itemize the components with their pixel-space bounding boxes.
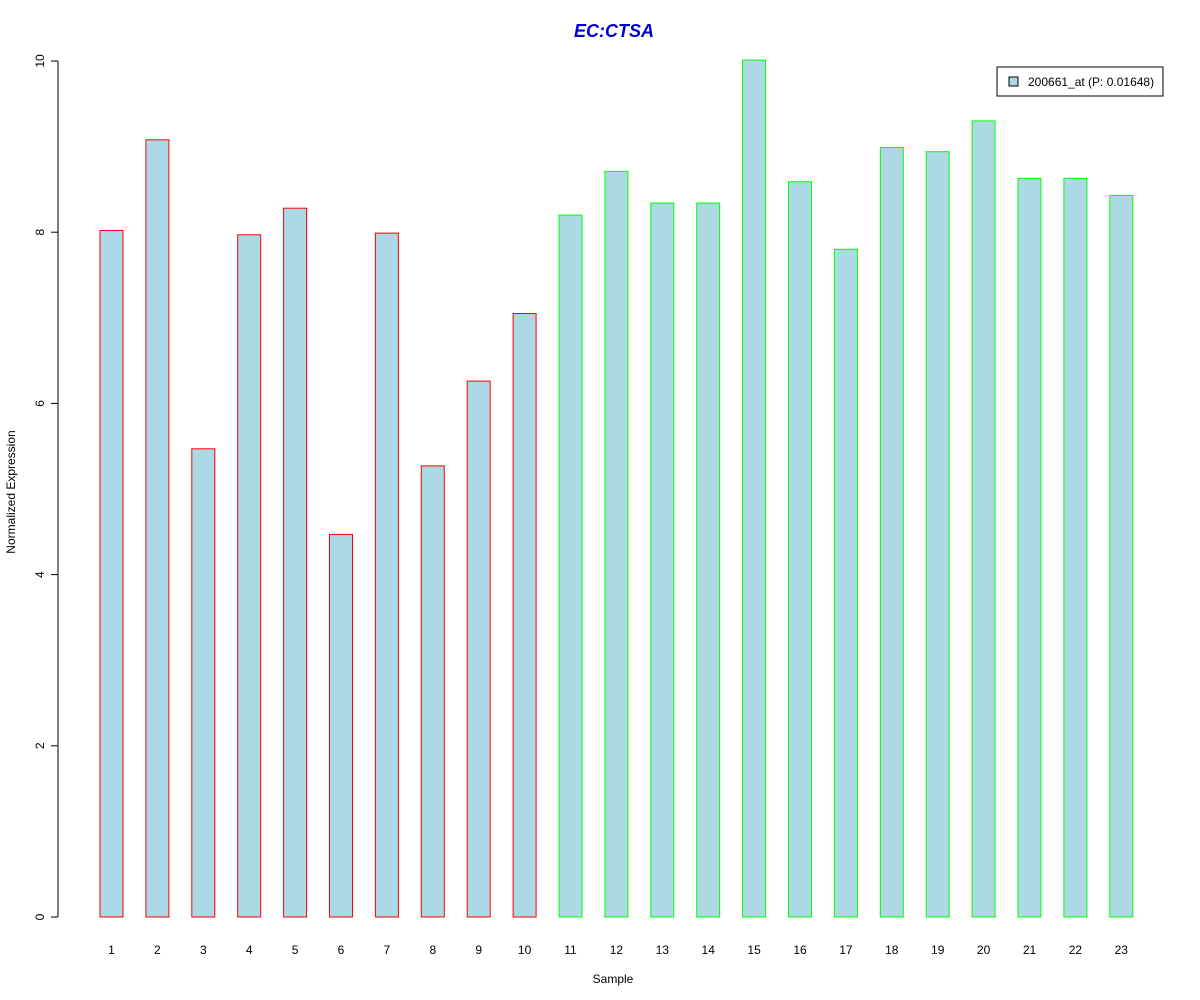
y-tick-label: 0 — [33, 913, 47, 920]
legend-box — [996, 66, 1164, 97]
bar-sample-23 — [1109, 194, 1134, 918]
x-axis-label: Sample — [593, 972, 634, 986]
x-tick-label: 9 — [475, 943, 482, 957]
x-tick-label: 16 — [793, 943, 807, 957]
bar-sample-16 — [788, 181, 812, 918]
x-tick-label: 3 — [200, 943, 207, 957]
x-tick-label: 13 — [656, 943, 670, 957]
y-tick-label: 6 — [33, 400, 47, 407]
bar-sample-9 — [466, 380, 491, 918]
x-tick-label: 6 — [338, 943, 345, 957]
bar-sample-6 — [329, 533, 353, 918]
x-tick-labels: 1 2 3 4 5 6 7 8 9 10 11 12 13 14 15 16 17 18 19 20 21 22 23 — [108, 943, 1128, 957]
bar-sample-3 — [191, 448, 216, 918]
y-tick-label: 8 — [33, 229, 47, 236]
x-tick-label: 5 — [292, 943, 299, 957]
y-tick-label: 4 — [33, 571, 47, 578]
x-tick-label: 23 — [1115, 943, 1129, 957]
x-tick-label: 19 — [931, 943, 945, 957]
bar-sample-10 — [512, 313, 537, 918]
bar-sample-22 — [1063, 177, 1088, 918]
bar-sample-20 — [971, 120, 996, 918]
x-tick-label: 4 — [246, 943, 253, 957]
bar-sample-5 — [283, 207, 308, 918]
bar-sample-14 — [696, 202, 721, 918]
x-tick-label: 20 — [977, 943, 991, 957]
bar-sample-21 — [1017, 177, 1042, 918]
x-tick-label: 22 — [1069, 943, 1083, 957]
x-tick-label: 11 — [564, 943, 577, 957]
x-tick-label: 21 — [1023, 943, 1037, 957]
bar-sample-8 — [420, 465, 445, 918]
legend-swatch — [1008, 76, 1019, 87]
y-tick-label: 10 — [33, 54, 47, 68]
chart-title: EC:CTSA — [574, 21, 654, 41]
bar-sample-4 — [237, 234, 262, 918]
bar-sample-12 — [604, 170, 629, 918]
x-tick-label: 10 — [518, 943, 532, 957]
bar-sample-18 — [879, 147, 904, 918]
y-axis: 0 2 4 6 8 10 — [33, 54, 59, 920]
bar-sample-17 — [833, 248, 858, 918]
x-tick-label: 17 — [839, 943, 853, 957]
bar-sample-11 — [558, 214, 583, 918]
x-tick-label: 15 — [747, 943, 761, 957]
x-tick-label: 18 — [885, 943, 899, 957]
x-tick-label: 7 — [384, 943, 391, 957]
x-tick-label: 14 — [702, 943, 716, 957]
x-tick-label: 12 — [610, 943, 624, 957]
bars — [99, 59, 1134, 918]
bar-sample-15 — [742, 59, 767, 918]
x-tick-label: 2 — [154, 943, 161, 957]
bar-sample-13 — [650, 202, 675, 918]
bar-sample-1 — [99, 230, 124, 918]
y-axis-label: Normalized Expression — [4, 430, 18, 553]
x-tick-label: 1 — [108, 943, 115, 957]
legend: 200661_at (P: 0.01648) — [996, 66, 1164, 97]
bar-sample-2 — [145, 139, 170, 918]
y-tick-label: 2 — [33, 742, 47, 749]
legend-label: 200661_at (P: 0.01648) — [1028, 75, 1154, 89]
bar-sample-19 — [925, 151, 950, 918]
bar-sample-7 — [374, 232, 399, 918]
x-tick-label: 8 — [429, 943, 436, 957]
